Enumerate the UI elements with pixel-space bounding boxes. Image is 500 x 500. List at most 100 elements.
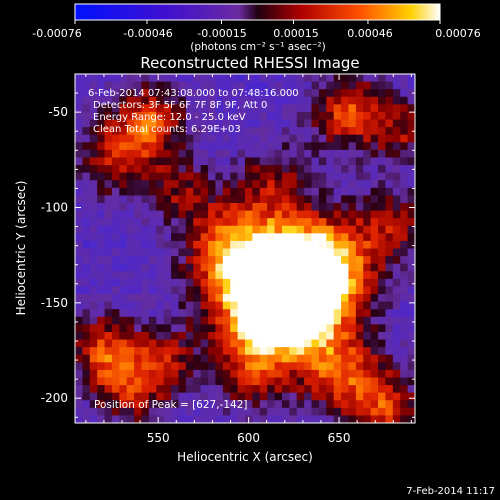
heatmap-cell bbox=[185, 263, 194, 272]
heatmap-cell bbox=[378, 172, 387, 181]
heatmap-cell bbox=[97, 385, 106, 394]
heatmap-cell bbox=[245, 331, 253, 341]
heatmap-cell bbox=[378, 278, 387, 288]
heatmap-cell bbox=[355, 157, 364, 166]
heatmap-cell bbox=[185, 301, 194, 310]
heatmap-cell bbox=[237, 286, 246, 295]
colorbar-unit-label: (photons cm⁻² s⁻¹ asec⁻²) bbox=[190, 41, 325, 53]
heatmap-cell bbox=[163, 271, 172, 280]
heatmap-cell bbox=[348, 316, 357, 325]
heatmap-cell bbox=[355, 81, 364, 90]
heatmap-cell bbox=[178, 233, 187, 242]
heatmap-cell bbox=[222, 377, 231, 386]
heatmap-cell bbox=[378, 210, 387, 219]
heatmap-cell bbox=[237, 218, 246, 227]
heatmap-cell bbox=[274, 316, 283, 325]
heatmap-cell bbox=[385, 127, 394, 136]
heatmap-cell bbox=[208, 339, 217, 348]
heatmap-cell bbox=[230, 240, 239, 250]
heatmap-cell bbox=[178, 248, 187, 257]
heatmap-cell bbox=[97, 407, 106, 417]
heatmap-cell bbox=[407, 119, 415, 128]
heatmap-cell bbox=[237, 202, 246, 212]
heatmap-cell bbox=[75, 172, 83, 181]
heatmap-cell bbox=[318, 339, 327, 348]
heatmap-cell bbox=[318, 347, 327, 356]
heatmap-cell bbox=[97, 339, 106, 348]
heatmap-cell bbox=[267, 347, 276, 356]
heatmap-cell bbox=[237, 377, 246, 386]
heatmap-cell bbox=[104, 218, 113, 227]
heatmap-cell bbox=[385, 187, 394, 196]
heatmap-cell bbox=[385, 210, 394, 219]
heatmap-cell bbox=[75, 324, 83, 333]
heatmap-cell bbox=[163, 331, 172, 341]
heatmap-cell bbox=[363, 218, 372, 227]
heatmap-cell bbox=[148, 339, 157, 348]
heatmap-cell bbox=[230, 119, 239, 128]
heatmap-cell bbox=[171, 385, 180, 394]
heatmap-cell bbox=[267, 172, 276, 181]
heatmap-cell bbox=[370, 324, 379, 333]
heatmap-cell bbox=[259, 134, 268, 143]
heatmap-cell bbox=[97, 195, 106, 204]
heatmap-cell bbox=[304, 377, 313, 386]
heatmap-cell bbox=[215, 286, 224, 295]
heatmap-cell bbox=[185, 233, 194, 242]
heatmap-cell bbox=[75, 233, 83, 242]
heatmap-cell bbox=[370, 119, 379, 128]
heatmap-cell bbox=[75, 407, 83, 417]
heatmap-cell bbox=[370, 157, 379, 166]
heatmap-cell bbox=[111, 415, 120, 423]
heatmap-cell bbox=[171, 362, 180, 371]
heatmap-cell bbox=[252, 294, 261, 303]
heatmap-cell bbox=[148, 81, 157, 90]
heatmap-cell bbox=[385, 195, 394, 204]
heatmap-cell bbox=[355, 165, 364, 174]
heatmap-cell bbox=[222, 134, 231, 143]
heatmap-cell bbox=[134, 172, 143, 181]
heatmap-cell bbox=[318, 134, 327, 143]
heatmap-cell bbox=[222, 415, 231, 423]
heatmap-cell bbox=[318, 111, 327, 121]
heatmap-cell bbox=[237, 210, 246, 219]
heatmap-cell bbox=[333, 225, 342, 234]
heatmap-cell bbox=[392, 392, 401, 401]
heatmap-cell bbox=[311, 347, 320, 356]
time-range-label: 6-Feb-2014 07:43:08.000 to 07:48:16.000 bbox=[88, 88, 299, 99]
heatmap-cell bbox=[348, 225, 357, 234]
heatmap-cell bbox=[385, 271, 394, 280]
heatmap-cell bbox=[104, 74, 113, 83]
heatmap-cell bbox=[341, 157, 350, 166]
heatmap-cell bbox=[385, 400, 394, 409]
heatmap-cell bbox=[252, 149, 261, 159]
heatmap-cell bbox=[363, 347, 372, 356]
heatmap-cell bbox=[274, 347, 283, 356]
heatmap-cell bbox=[407, 407, 415, 417]
heatmap-cell bbox=[171, 195, 180, 204]
heatmap-cell bbox=[311, 407, 320, 417]
heatmap-cell bbox=[318, 172, 327, 181]
heatmap-cell bbox=[156, 165, 165, 174]
heatmap-cell bbox=[274, 187, 283, 196]
heatmap-cell bbox=[385, 324, 394, 333]
heatmap-cell bbox=[222, 195, 231, 204]
heatmap-cell bbox=[97, 256, 106, 265]
heatmap-cell bbox=[82, 195, 91, 204]
heatmap-cell bbox=[230, 347, 239, 356]
heatmap-cell bbox=[281, 119, 290, 128]
heatmap-cell bbox=[119, 263, 128, 272]
heatmap-cell bbox=[75, 271, 83, 280]
heatmap-cell bbox=[104, 89, 113, 98]
heatmap-cell bbox=[215, 316, 224, 325]
heatmap-cell bbox=[296, 316, 305, 325]
heatmap-cell bbox=[75, 369, 83, 379]
axis-ticks bbox=[75, 74, 415, 423]
heatmap-cell bbox=[385, 369, 394, 379]
heatmap-cell bbox=[326, 392, 335, 401]
heatmap-cell bbox=[281, 165, 290, 174]
heatmap-cell bbox=[304, 301, 313, 310]
heatmap-cell bbox=[126, 400, 135, 409]
heatmap-cell bbox=[134, 240, 143, 250]
heatmap-cell bbox=[141, 81, 150, 90]
